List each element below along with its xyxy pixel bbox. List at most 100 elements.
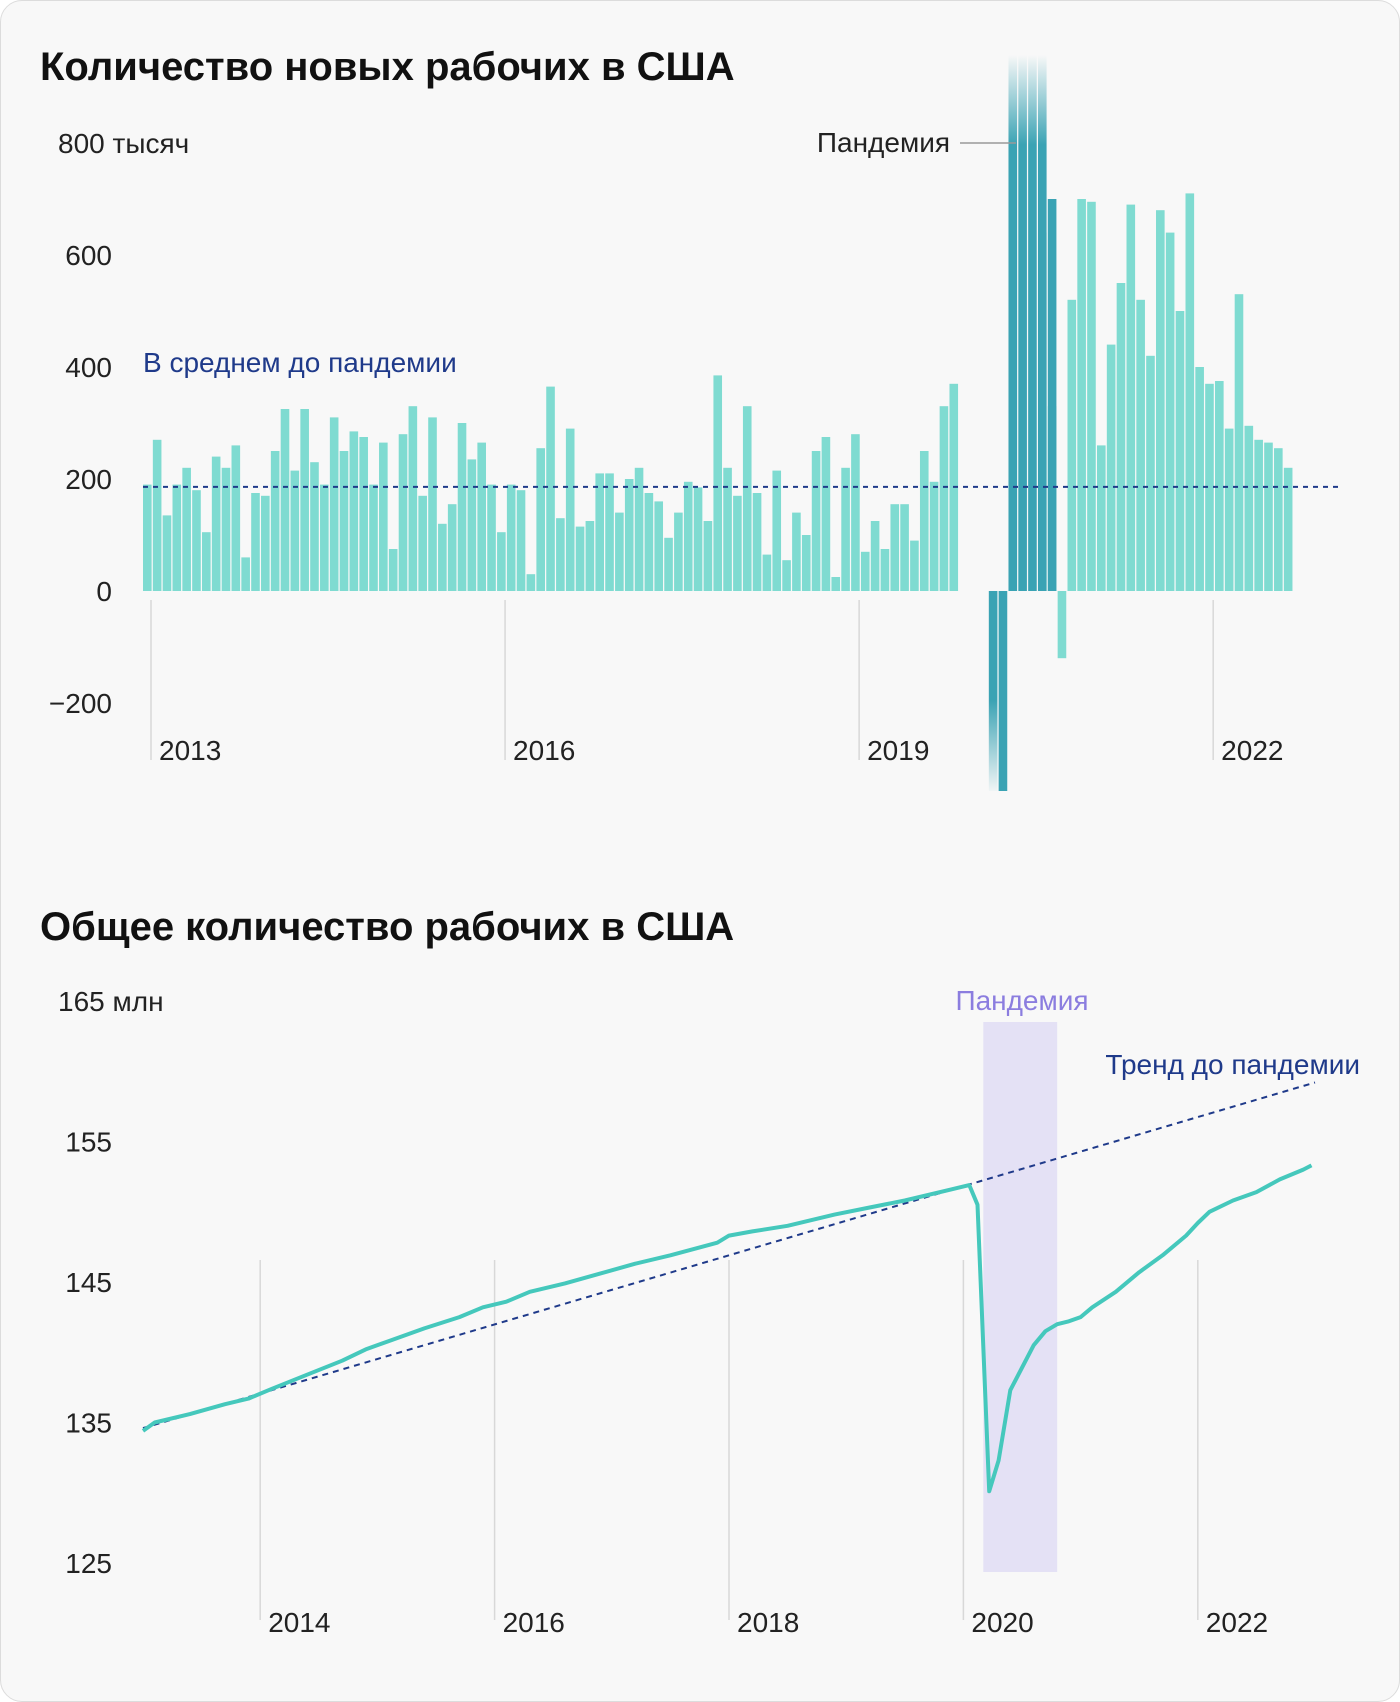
bar-116 <box>1283 467 1293 591</box>
bar-3 <box>172 484 182 591</box>
bar-104 <box>1165 232 1175 591</box>
total-workers-title: Общее количество рабочих в США <box>40 905 734 949</box>
bar-102 <box>1146 355 1155 591</box>
bar-8 <box>221 467 231 591</box>
bar-110 <box>1224 428 1234 591</box>
pandemic-bar-2020-09 <box>1047 199 1057 591</box>
y-tick-2: 145 <box>65 1267 112 1298</box>
bar-33 <box>467 459 477 591</box>
bar-10 <box>241 557 250 591</box>
bar-109 <box>1215 381 1224 591</box>
y-tick-2: 200 <box>65 464 112 495</box>
bar-1 <box>152 439 162 591</box>
new-workers-gridlines <box>150 600 1214 760</box>
trend-label: Тренд до пандемии <box>1105 1049 1360 1080</box>
bar-108 <box>1205 383 1214 591</box>
y-tick-4: 165 млн <box>58 986 164 1017</box>
x-tick-2013: 2013 <box>159 735 221 766</box>
y-tick-5: 800 тысяч <box>58 128 189 159</box>
bar-100 <box>1126 204 1136 591</box>
bar-95 <box>1077 199 1086 591</box>
bar-43 <box>565 428 575 591</box>
pre-pandemic-trend-line <box>142 1081 1316 1430</box>
pandemic-bar-2020-04 <box>998 591 1008 791</box>
bar-70 <box>831 577 841 591</box>
x-tick-2022: 2022 <box>1221 735 1283 766</box>
new-workers-title: Количество новых рабочих в США <box>40 45 735 89</box>
bar-73 <box>860 551 870 591</box>
bar-2 <box>162 515 172 591</box>
bar-62 <box>752 493 762 591</box>
bar-101 <box>1136 299 1145 591</box>
new-workers-x-ticks: 2013 2016 2019 2022 <box>159 735 1283 766</box>
bar-53 <box>664 537 673 591</box>
y-tick-0: 125 <box>65 1548 112 1579</box>
new-workers-bars <box>143 193 1293 659</box>
bar-38 <box>516 490 526 591</box>
x-tick-2016: 2016 <box>513 735 575 766</box>
bar-5 <box>192 490 201 591</box>
bar-76 <box>890 504 900 591</box>
bar-30 <box>438 523 447 591</box>
bar-29 <box>428 417 437 591</box>
pandemic-bar-2020-03 <box>988 591 998 791</box>
bar-97 <box>1096 445 1106 591</box>
bar-32 <box>457 423 467 591</box>
bar-51 <box>644 493 654 591</box>
new-workers-pandemic-bars <box>987 55 1059 795</box>
bar-74 <box>870 521 880 591</box>
bar-94 <box>1067 299 1077 591</box>
bar-48 <box>615 512 624 591</box>
bar-105 <box>1175 311 1185 591</box>
bar-15 <box>290 470 300 591</box>
bar-99 <box>1116 283 1126 591</box>
bar-18 <box>320 484 329 591</box>
total-workers-gridlines <box>259 1260 1199 1620</box>
bar-113 <box>1254 439 1263 591</box>
bar-19 <box>329 417 339 591</box>
pandemic-bar-2020-07 <box>1028 55 1037 591</box>
bar-54 <box>674 512 683 591</box>
x-tick-2018: 2018 <box>737 1607 799 1638</box>
bar-93 <box>1057 591 1067 659</box>
bar-39 <box>526 574 536 591</box>
y-tick-3: 400 <box>65 352 112 383</box>
new-workers-y-ticks: −200 0 200 400 600 800 тысяч <box>49 128 189 719</box>
bar-61 <box>742 406 752 591</box>
bar-11 <box>251 493 260 591</box>
y-tick-4: 600 <box>65 240 112 271</box>
bar-27 <box>408 406 418 591</box>
bar-4 <box>182 467 191 591</box>
bar-115 <box>1274 448 1283 591</box>
total-workers-line <box>141 1163 1313 1494</box>
bar-96 <box>1087 201 1096 592</box>
y-tick-0: −200 <box>49 688 112 719</box>
pandemic-fade-top <box>997 55 1059 145</box>
bar-55 <box>683 481 693 591</box>
pandemic-bar-2020-05 <box>1008 55 1018 591</box>
bar-24 <box>379 442 388 591</box>
bar-60 <box>733 495 742 591</box>
pandemic-label: Пандемия <box>817 127 950 158</box>
bar-52 <box>654 501 664 591</box>
x-tick-2016: 2016 <box>503 1607 565 1638</box>
total-workers-y-ticks: 125 135 145 155 165 млн <box>58 986 164 1579</box>
bar-28 <box>418 495 427 591</box>
y-tick-3: 155 <box>65 1127 112 1158</box>
new-workers-chart: Количество новых рабочих в США −200 0 200 4… <box>40 45 1342 795</box>
bar-72 <box>851 434 860 591</box>
bar-75 <box>880 549 890 591</box>
bar-47 <box>605 473 614 591</box>
bar-44 <box>575 526 585 591</box>
bar-22 <box>359 437 368 591</box>
bar-107 <box>1195 367 1204 591</box>
bar-56 <box>693 487 703 591</box>
total-workers-x-ticks: 2014 2016 2018 2020 2022 <box>268 1607 1268 1638</box>
bar-77 <box>900 504 909 591</box>
bar-50 <box>634 467 644 591</box>
bar-46 <box>595 473 605 591</box>
bar-25 <box>388 549 398 591</box>
bar-20 <box>339 451 349 591</box>
bar-14 <box>280 409 290 591</box>
bar-9 <box>231 445 241 591</box>
